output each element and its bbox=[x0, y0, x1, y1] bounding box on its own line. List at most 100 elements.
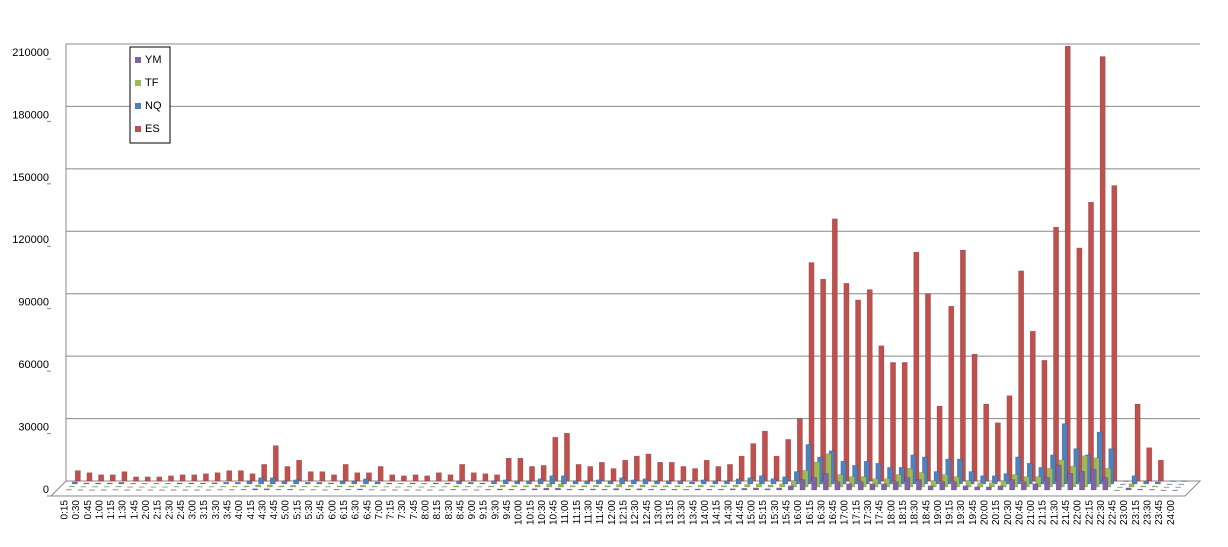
bar bbox=[398, 483, 404, 485]
bar bbox=[124, 489, 130, 491]
bar bbox=[135, 489, 142, 491]
bar bbox=[74, 470, 81, 482]
bar bbox=[220, 486, 227, 488]
bar bbox=[971, 353, 978, 482]
bar bbox=[727, 464, 733, 482]
bar bbox=[697, 485, 704, 488]
bar bbox=[759, 475, 765, 485]
bar bbox=[948, 305, 955, 482]
legend-swatch bbox=[135, 80, 141, 86]
bar bbox=[820, 278, 827, 482]
bar bbox=[80, 486, 87, 488]
x-tick-label: 13:30 bbox=[677, 500, 688, 525]
x-tick-label: 7:00 bbox=[374, 500, 385, 520]
bar bbox=[366, 472, 372, 482]
bar bbox=[869, 483, 876, 491]
x-tick-label: 22:15 bbox=[1084, 500, 1095, 525]
bar bbox=[348, 485, 355, 488]
bar bbox=[712, 480, 719, 485]
bar bbox=[703, 459, 710, 482]
x-tick-label: 21:30 bbox=[1049, 500, 1060, 525]
bar bbox=[159, 489, 165, 491]
bar bbox=[223, 482, 230, 485]
bar bbox=[83, 482, 90, 485]
bar bbox=[165, 483, 171, 485]
bar bbox=[1044, 477, 1050, 491]
bar bbox=[479, 482, 486, 485]
x-tick-label: 12:45 bbox=[642, 500, 653, 525]
bar bbox=[86, 472, 93, 482]
bar bbox=[331, 474, 337, 482]
bar bbox=[677, 480, 684, 485]
bar bbox=[578, 488, 585, 491]
bar bbox=[141, 483, 148, 485]
x-tick-label: 6:30 bbox=[351, 500, 362, 520]
x-tick-label: 13:00 bbox=[653, 500, 664, 525]
bar bbox=[790, 480, 797, 488]
bar bbox=[933, 471, 940, 485]
bar bbox=[89, 489, 95, 491]
bar bbox=[415, 489, 422, 491]
bar bbox=[508, 488, 515, 491]
bar bbox=[77, 489, 84, 491]
bar bbox=[363, 478, 369, 485]
bar bbox=[514, 480, 521, 485]
bar bbox=[354, 472, 361, 482]
bar bbox=[301, 486, 308, 488]
bar bbox=[255, 484, 262, 488]
x-tick-label: 2:00 bbox=[141, 500, 152, 520]
bar bbox=[162, 486, 168, 488]
bar bbox=[1090, 468, 1097, 491]
bar bbox=[360, 485, 366, 488]
bar bbox=[683, 489, 689, 491]
bar bbox=[735, 478, 742, 485]
bar bbox=[121, 471, 128, 482]
bar bbox=[884, 478, 890, 488]
bar bbox=[540, 465, 547, 482]
bar bbox=[1088, 201, 1094, 482]
bar bbox=[610, 468, 617, 482]
bar bbox=[822, 473, 829, 491]
legend: YM TF NQ ES bbox=[129, 46, 171, 144]
bar bbox=[843, 283, 850, 482]
bar bbox=[793, 471, 800, 485]
bar bbox=[762, 430, 768, 482]
bar bbox=[106, 482, 113, 485]
bar bbox=[753, 487, 759, 491]
bar bbox=[857, 481, 864, 491]
bar bbox=[168, 475, 174, 482]
bar bbox=[450, 489, 457, 491]
bar bbox=[980, 475, 987, 485]
bar bbox=[904, 477, 911, 491]
legend-swatch bbox=[135, 57, 141, 63]
x-tick-label: 4:00 bbox=[234, 500, 245, 520]
bar bbox=[112, 489, 119, 491]
bar bbox=[575, 464, 582, 482]
bar bbox=[1172, 489, 1179, 491]
bar bbox=[721, 485, 727, 488]
bar bbox=[1076, 247, 1083, 482]
bar bbox=[208, 486, 215, 488]
bar bbox=[203, 473, 209, 482]
bar bbox=[700, 479, 707, 485]
bar bbox=[380, 489, 387, 491]
bar bbox=[476, 486, 483, 488]
bar bbox=[1032, 483, 1039, 491]
bar bbox=[561, 475, 567, 485]
bar bbox=[531, 488, 538, 491]
x-tick-label: 10:00 bbox=[514, 500, 525, 525]
bar bbox=[1146, 447, 1153, 482]
bar bbox=[671, 488, 678, 491]
bar bbox=[1123, 480, 1129, 482]
legend-label: ES bbox=[145, 123, 160, 135]
bar bbox=[182, 489, 189, 491]
bar bbox=[424, 475, 431, 482]
bar bbox=[747, 477, 754, 485]
bar bbox=[744, 484, 751, 488]
bar bbox=[802, 470, 809, 488]
bar bbox=[392, 489, 398, 491]
x-tick-label: 18:30 bbox=[910, 500, 921, 525]
bar bbox=[459, 464, 466, 482]
bar bbox=[287, 488, 293, 491]
